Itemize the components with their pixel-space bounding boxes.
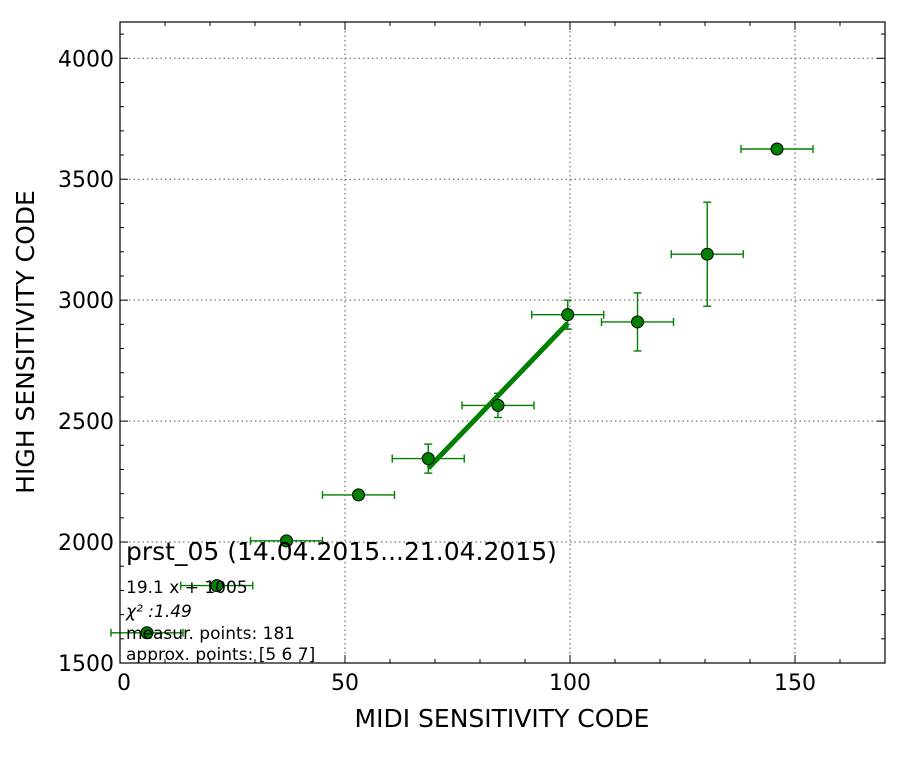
- data-point: [280, 534, 293, 548]
- annotation-chi2: χ² :1.49: [125, 602, 192, 622]
- y-tick-label: 3500: [58, 168, 114, 193]
- x-tick-label: 150: [774, 671, 816, 696]
- tick-labels: 0 50 100 150 1500 2000 2500 3000 3500 4000: [58, 47, 816, 696]
- annotation-approx-points: approx. points: [5 6 7]: [126, 645, 315, 665]
- minor-ticks: [120, 22, 886, 663]
- data-point: [631, 315, 644, 329]
- data-point: [140, 626, 154, 640]
- y-tick-label: 2000: [58, 531, 114, 556]
- y-tick-label: 2500: [58, 410, 114, 435]
- grid: [119, 22, 885, 664]
- data-point: [770, 142, 784, 156]
- annotation-title: prst_05 (14.04.2015...21.04.2015): [126, 537, 557, 566]
- errorbars: [110, 144, 814, 637]
- y-tick-label: 3000: [58, 289, 114, 314]
- y-tick-label: 1500: [58, 652, 114, 677]
- data-point: [352, 488, 365, 502]
- markers: [140, 142, 784, 640]
- x-tick-label: 100: [549, 671, 591, 696]
- data-point: [700, 247, 714, 261]
- plot-frame: [119, 21, 886, 664]
- data-point: [421, 452, 435, 466]
- annotation-fit-equation: 19.1 x + 1005: [126, 578, 248, 598]
- data-point: [561, 308, 575, 322]
- data-point: [210, 579, 224, 593]
- major-ticks: [119, 22, 885, 664]
- annotation-measured-points: measur. points: 181: [126, 624, 295, 644]
- x-tick-label: 50: [331, 671, 359, 696]
- y-axis-label: HIGH SENSITIVITY CODE: [11, 190, 40, 494]
- x-tick-label: 0: [117, 671, 131, 696]
- y-tick-label: 4000: [58, 47, 114, 72]
- data-point: [491, 398, 505, 412]
- x-axis-label: MIDI SENSITIVITY CODE: [355, 704, 650, 733]
